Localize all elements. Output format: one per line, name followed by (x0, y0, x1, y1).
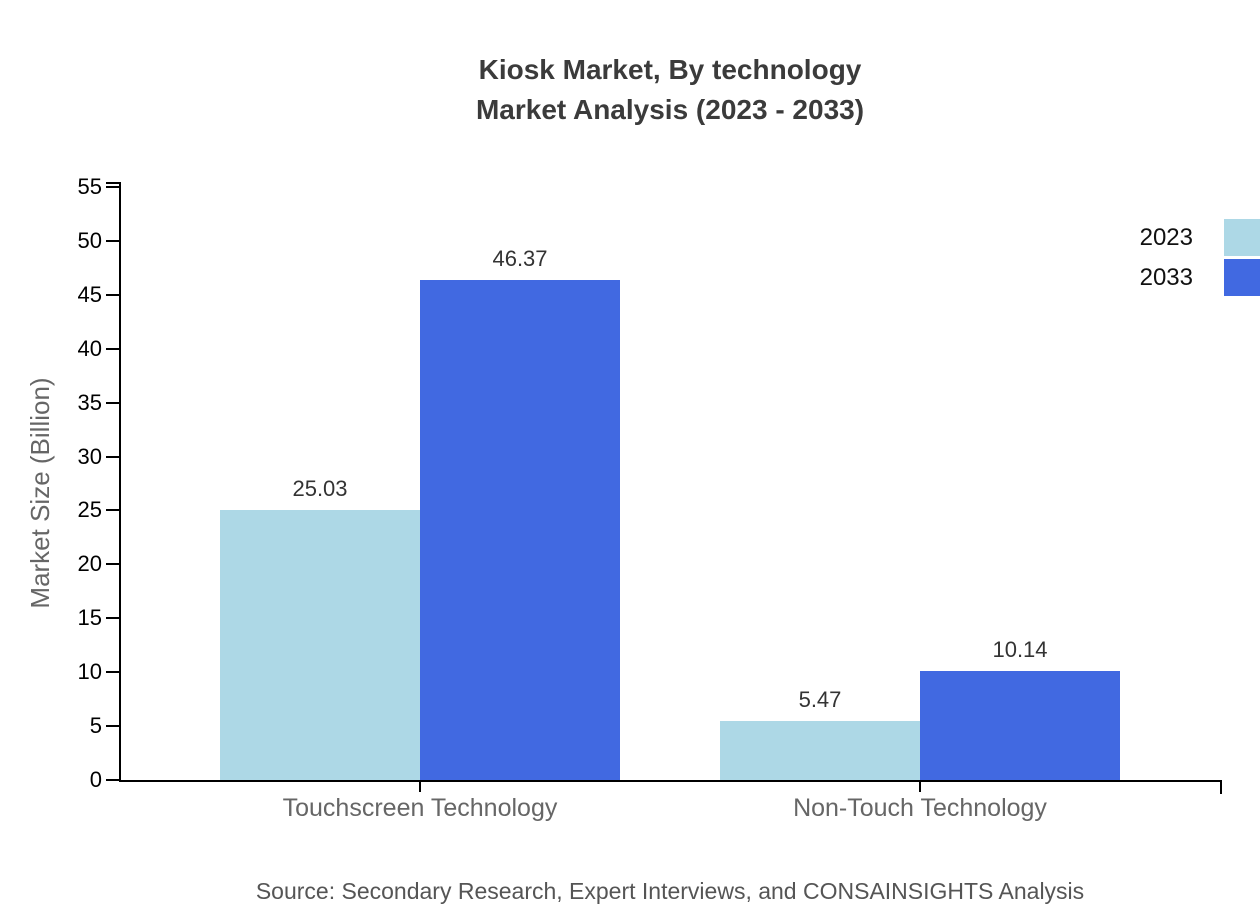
y-tick-label: 40 (77, 335, 102, 361)
y-tick-label: 55 (77, 174, 102, 199)
y-tick (106, 617, 119, 620)
category-tick (419, 780, 421, 792)
chart-title: Kiosk Market, By technology Market Analy… (80, 50, 1260, 130)
y-tick-label: 45 (77, 281, 102, 307)
category-label-0: Touchscreen Technology (282, 794, 558, 822)
y-tick (106, 779, 119, 781)
y-tick (106, 347, 119, 350)
y-tick (106, 509, 119, 512)
y-tick-label: 5 (89, 713, 102, 739)
y-tick-label: 50 (77, 227, 102, 253)
legend-swatch-2023 (1224, 219, 1260, 256)
bar-2033-1 (920, 670, 1120, 780)
y-axis-line (119, 182, 121, 782)
category-tick (919, 780, 921, 792)
chart-title-line-2: Market Analysis (2023 - 2033) (475, 94, 865, 125)
y-tick (106, 401, 119, 404)
chart-title-line-1: Kiosk Market, By technology (478, 54, 862, 85)
y-axis-end-cap (106, 182, 119, 184)
y-tick (106, 239, 119, 242)
y-tick-label: 30 (77, 443, 102, 469)
y-tick-label: 0 (89, 767, 102, 792)
bar-2023-0 (220, 510, 420, 780)
bar-value-label-2033-0: 46.37 (492, 246, 548, 272)
y-tick (106, 455, 119, 458)
legend-label-2023: 2023 (1139, 224, 1193, 251)
y-tick-label: 35 (77, 389, 102, 415)
legend-swatch-2033 (1224, 259, 1260, 296)
category-label-1: Non-Touch Technology (793, 794, 1047, 822)
y-tick-label: 10 (77, 659, 102, 685)
y-tick (106, 563, 119, 566)
x-axis-line (119, 780, 1222, 782)
y-tick (106, 293, 119, 296)
bar-value-label-2023-0: 25.03 (292, 476, 348, 502)
y-tick (106, 725, 119, 728)
y-tick-label: 25 (77, 497, 102, 523)
y-tick (106, 186, 119, 188)
y-tick (106, 671, 119, 674)
y-tick-label: 20 (77, 551, 102, 577)
source-attribution: Source: Secondary Research, Expert Inter… (255, 878, 1085, 904)
bar-2023-1 (720, 721, 920, 780)
y-tick-label: 15 (77, 605, 102, 631)
bar-value-label-2023-1: 5.47 (798, 687, 842, 713)
y-axis-title: Market Size (Billion) (25, 377, 55, 609)
bar-value-label-2033-1: 10.14 (992, 636, 1048, 662)
x-axis-end-cap (1220, 780, 1222, 794)
legend-label-2033: 2033 (1139, 264, 1193, 291)
bar-2033-0 (420, 280, 620, 780)
